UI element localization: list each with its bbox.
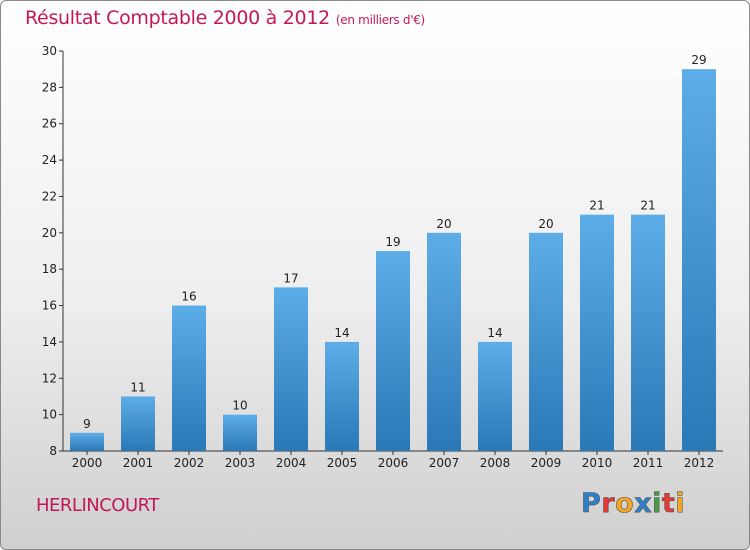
chart-title-unit: (en milliers d'€): [335, 13, 425, 27]
data-label-2010: 21: [589, 199, 604, 213]
x-tick-label: 2006: [378, 456, 409, 470]
x-tick-label: 2012: [684, 456, 715, 470]
data-label-2006: 19: [385, 235, 400, 249]
x-tick-label: 2009: [531, 456, 562, 470]
y-axis: 8 10 12 14 16 18 20 22 24 26 28 30: [42, 44, 64, 458]
bar-2009: [529, 232, 563, 451]
y-tick-label: 26: [42, 117, 57, 131]
bar-2002: [172, 305, 206, 451]
logo-letter: P: [581, 488, 602, 520]
bar-2007: [427, 232, 461, 451]
logo-letter: r: [601, 488, 616, 520]
x-tick-label: 2011: [633, 456, 664, 470]
x-tick-label: 2001: [123, 456, 154, 470]
y-tick-label: 24: [42, 153, 57, 167]
commune-name: HERLINCOURT: [36, 495, 159, 516]
data-labels: 9 11 16 10 17 14 19 20 14 20 21 21 29: [83, 53, 706, 431]
x-tick-label: 2004: [276, 456, 307, 470]
y-tick-label: 14: [42, 335, 57, 349]
y-tick-label: 18: [42, 262, 57, 276]
logo-letter: o: [615, 488, 635, 520]
bar-2008: [478, 341, 512, 451]
data-label-2003: 10: [232, 399, 247, 413]
y-tick-label: 8: [49, 444, 57, 458]
bar-series: [70, 69, 716, 451]
data-label-2011: 21: [640, 199, 655, 213]
data-label-2009: 20: [538, 217, 553, 231]
logo-letter: i: [675, 488, 686, 520]
data-label-2000: 9: [83, 417, 91, 431]
x-tick-label: 2003: [225, 456, 256, 470]
logo-letter: i: [652, 488, 662, 520]
bar-2001: [121, 396, 155, 451]
x-tick-label: 2002: [174, 456, 205, 470]
y-tick-label: 12: [42, 371, 57, 385]
x-axis: 2000 2001 2002 2003 2004 2005 2006 2007 2008 2009…: [63, 450, 723, 470]
proxiti-logo[interactable]: Proxiti: [581, 488, 686, 520]
data-label-2004: 17: [283, 271, 298, 285]
bar-2000: [70, 432, 104, 451]
bar-2010: [580, 214, 614, 451]
data-label-2005: 14: [334, 326, 349, 340]
data-label-2007: 20: [436, 217, 451, 231]
x-tick-label: 2010: [582, 456, 613, 470]
x-tick-label: 2007: [429, 456, 460, 470]
logo-letter: t: [661, 488, 676, 520]
y-tick-label: 28: [42, 80, 57, 94]
data-label-2002: 16: [181, 290, 196, 304]
bar-2012: [682, 69, 716, 451]
y-tick-label: 22: [42, 189, 57, 203]
y-tick-label: 30: [42, 44, 57, 58]
x-tick-label: 2008: [480, 456, 511, 470]
bar-2006: [376, 251, 410, 451]
data-label-2012: 29: [691, 53, 706, 67]
chart-title-main: Résultat Comptable 2000 à 2012: [25, 7, 330, 29]
chart-title: Résultat Comptable 2000 à 2012 (en millie…: [25, 7, 425, 29]
y-tick-label: 20: [42, 226, 57, 240]
bar-2003: [223, 414, 257, 451]
data-label-2008: 14: [487, 326, 502, 340]
x-tick-label: 2000: [72, 456, 103, 470]
y-tick-label: 10: [42, 408, 57, 422]
bar-2005: [325, 341, 359, 451]
bar-2004: [274, 287, 308, 451]
y-tick-label: 16: [42, 299, 57, 313]
x-tick-label: 2005: [327, 456, 358, 470]
bar-2011: [631, 214, 665, 451]
logo-letter: x: [634, 488, 653, 520]
data-label-2001: 11: [130, 380, 145, 394]
